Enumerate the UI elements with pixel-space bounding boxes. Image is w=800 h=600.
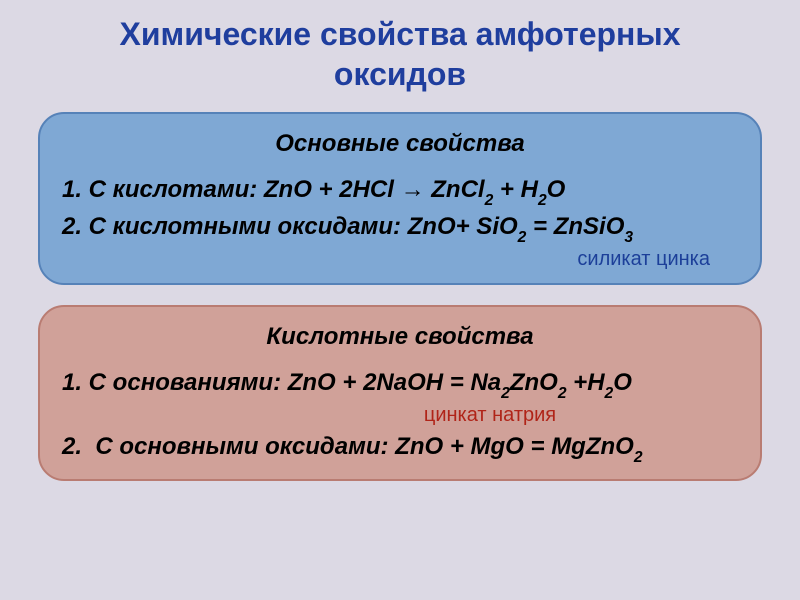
basic-line-2: 2. С кислотными оксидами: ZnO+ SiO2 = Zn…	[62, 211, 738, 246]
basic-note: силикат цинка	[62, 248, 738, 271]
title-line1: Химические свойства амфотерных	[120, 16, 681, 52]
panel-basic-properties: Основные свойства 1. С кислотами: ZnO + …	[38, 112, 762, 285]
panel-acidic-properties: Кислотные свойства 1. С основаниями: ZnO…	[38, 305, 762, 482]
slide: Химические свойства амфотерных оксидов О…	[0, 0, 800, 600]
panel-basic-heading: Основные свойства	[62, 130, 738, 158]
title-line2: оксидов	[334, 56, 466, 92]
acidic-line-1: 1. С основаниями: ZnO + 2NaOH = Na2ZnO2 …	[62, 367, 738, 402]
panel-acidic-heading: Кислотные свойства	[62, 323, 738, 351]
acidic-note: цинкат натрия	[62, 404, 738, 427]
slide-title: Химические свойства амфотерных оксидов	[120, 14, 681, 94]
basic-line-1: 1. С кислотами: ZnO + 2HCl → ZnCl2 + H2O	[62, 174, 738, 209]
acidic-line-2: 2. С основными оксидами: ZnO + MgO = MgZ…	[62, 431, 738, 466]
